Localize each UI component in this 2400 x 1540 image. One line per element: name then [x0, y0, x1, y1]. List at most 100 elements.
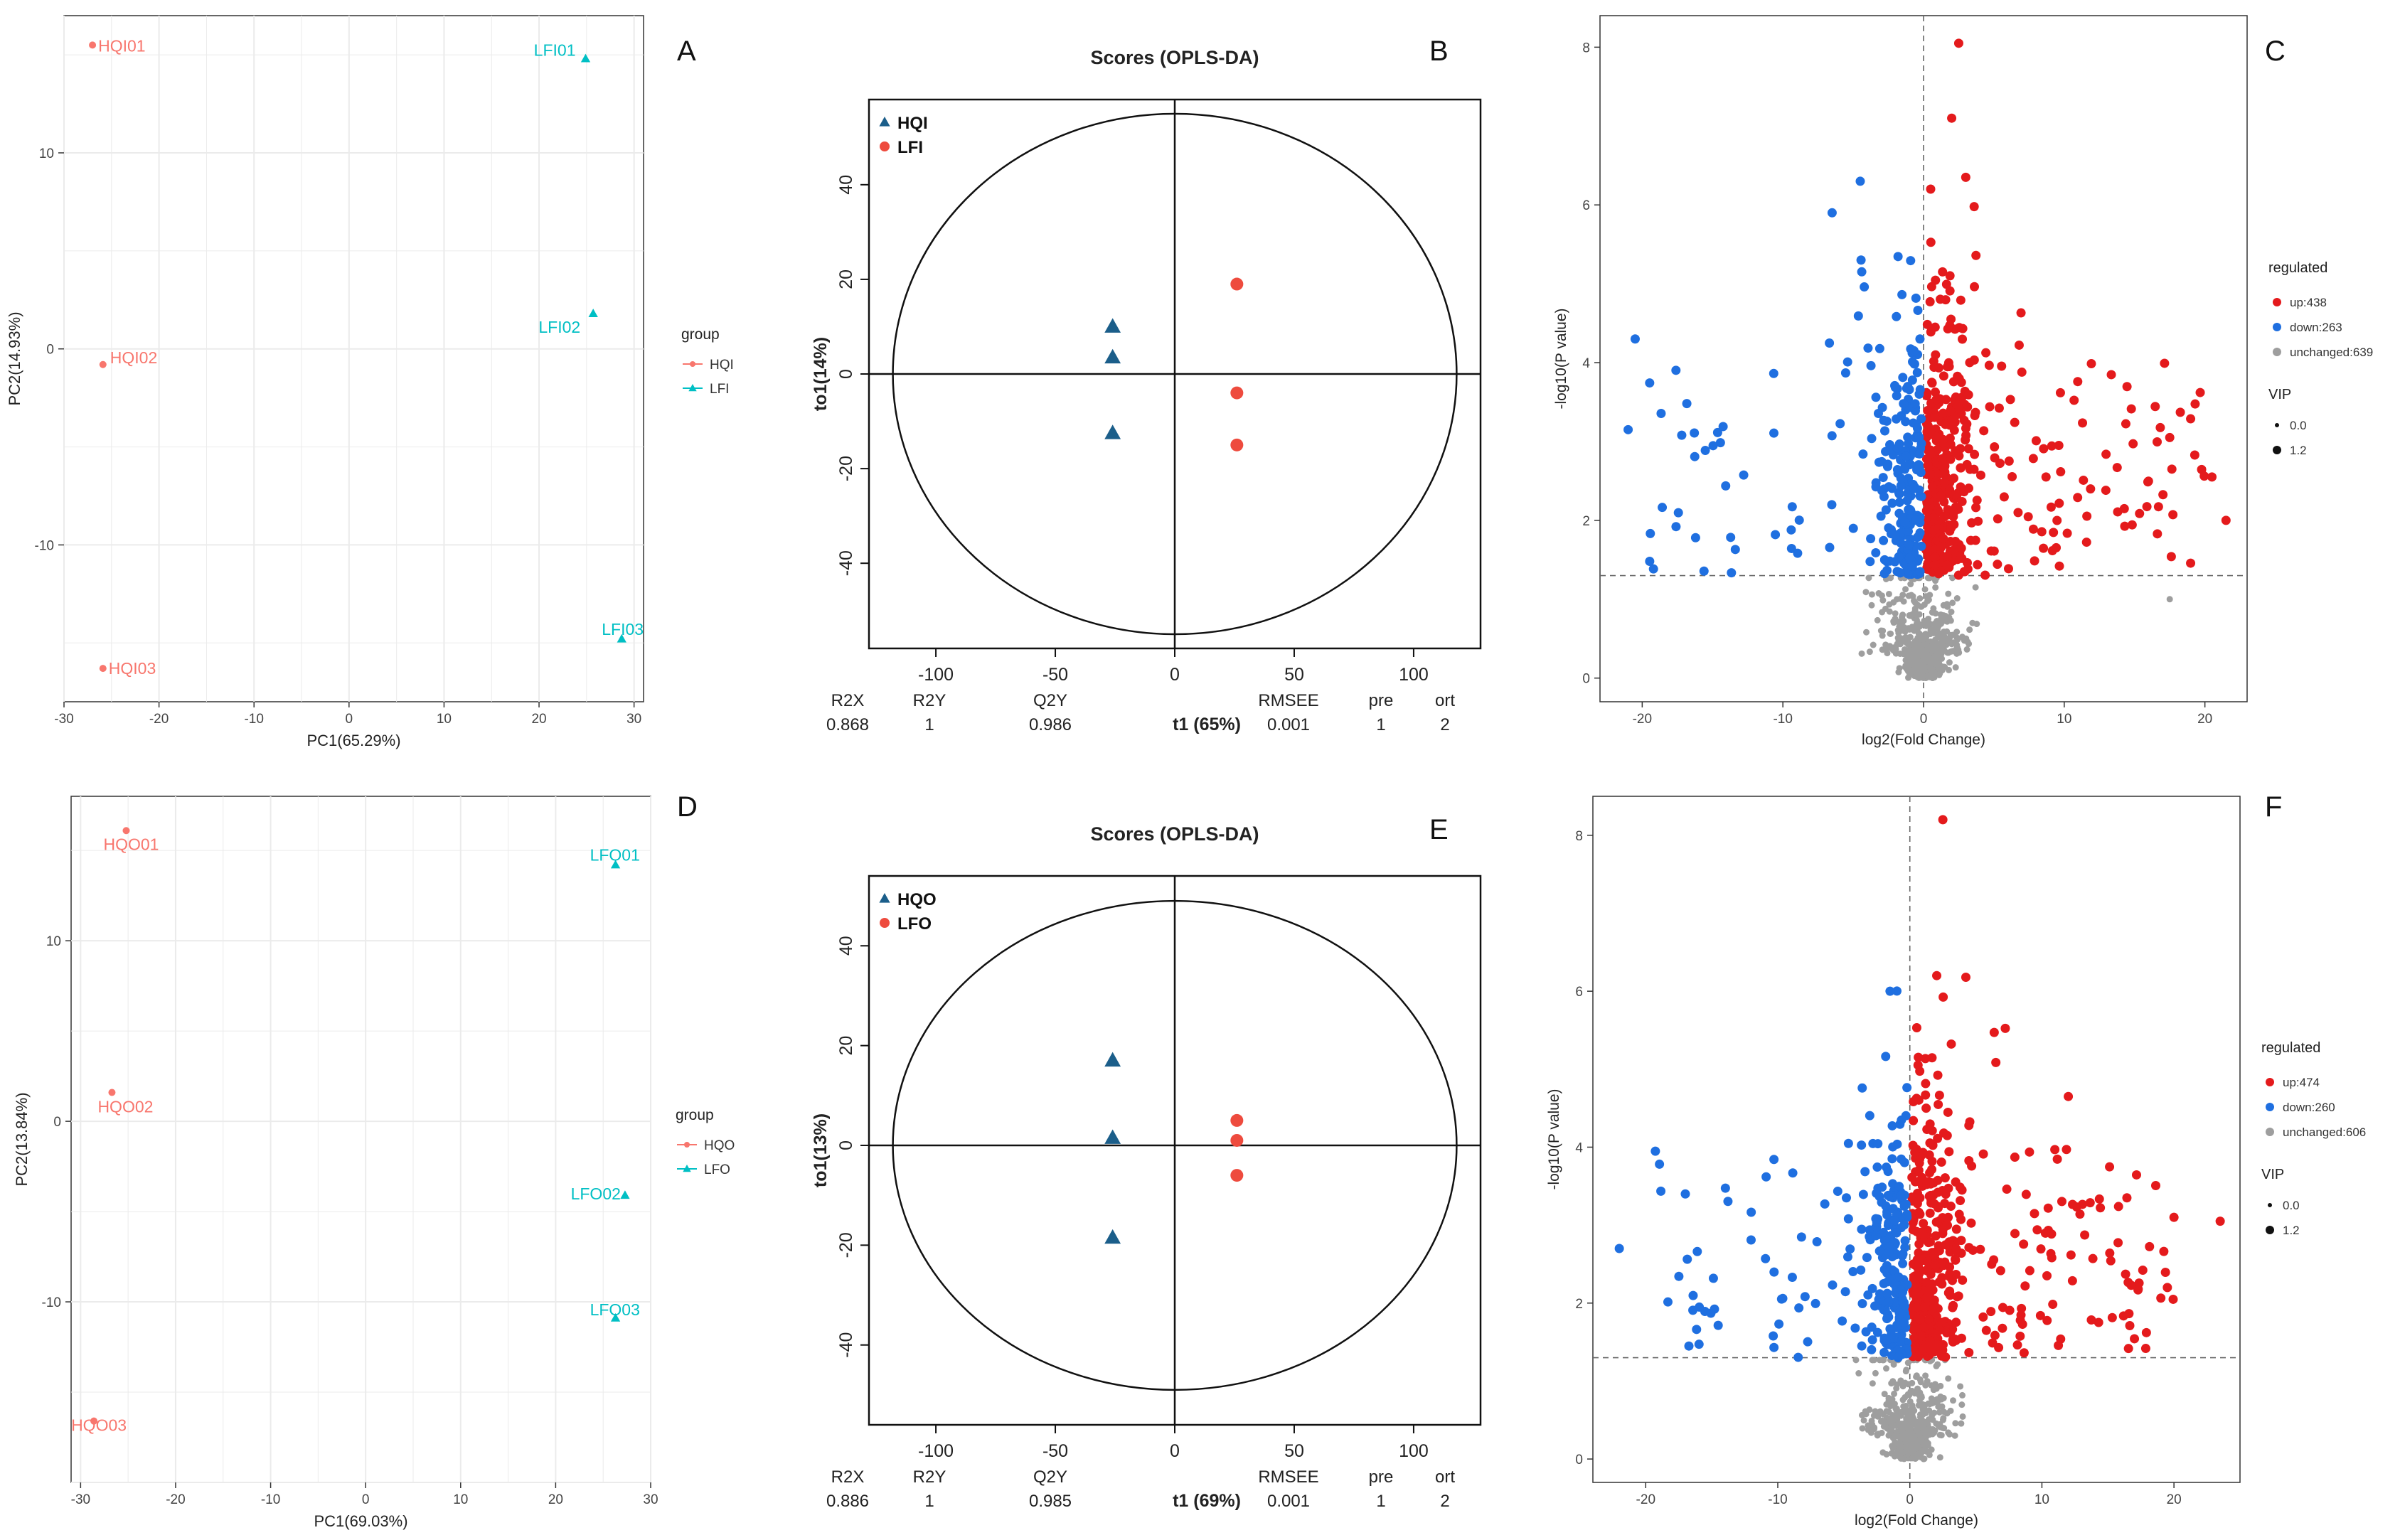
- unchanged-point: [1883, 645, 1890, 652]
- down-point: [1771, 530, 1781, 540]
- unchanged-point: [1925, 574, 1932, 582]
- down-point: [1906, 506, 1916, 515]
- down-point: [1897, 1251, 1907, 1261]
- up-point: [1929, 1251, 1939, 1261]
- down-point: [1803, 1337, 1813, 1347]
- down-point: [1900, 1243, 1910, 1253]
- down-point: [1892, 414, 1902, 424]
- x-tick-label: -100: [918, 1441, 954, 1461]
- down-point: [1911, 541, 1921, 551]
- down-point: [1879, 569, 1889, 579]
- unchanged-point: [1902, 633, 1909, 641]
- down-point: [1909, 483, 1919, 493]
- up-point: [2055, 387, 2065, 397]
- plot-area: [70, 796, 651, 1483]
- y-tick-label: 0: [836, 369, 856, 379]
- down-point: [1769, 368, 1778, 378]
- vip-title: VIP: [2268, 387, 2291, 402]
- down-point: [1861, 1327, 1871, 1337]
- down-point: [1898, 1258, 1908, 1268]
- up-point: [2048, 1300, 2058, 1310]
- data-point: [1104, 318, 1121, 333]
- down-point: [1892, 391, 1902, 401]
- vip-marker: [2266, 1226, 2274, 1234]
- unchanged-point: [1940, 1415, 1947, 1422]
- up-point: [1926, 449, 1936, 459]
- unchanged-point: [1906, 1391, 1913, 1399]
- unchanged-point: [1919, 673, 1926, 680]
- up-point: [1965, 358, 1975, 368]
- up-point: [2036, 1244, 2046, 1254]
- x-axis-label: t1 (69%): [1173, 1491, 1241, 1511]
- legend-label: HQI: [897, 114, 928, 133]
- unchanged-point: [1917, 636, 1924, 643]
- legend-marker: [690, 361, 695, 367]
- down-point: [1694, 1340, 1704, 1349]
- down-point: [1907, 561, 1917, 571]
- up-point: [1954, 405, 1964, 415]
- up-point: [1929, 1199, 1939, 1209]
- volcano-panel-F: -20 -10 0 10 20 0 2 4 6 8 log2(Fold Change) -log10(…: [1546, 796, 2366, 1529]
- unchanged-point: [1926, 1407, 1933, 1414]
- down-point: [1914, 460, 1924, 470]
- up-point: [1908, 1218, 1918, 1228]
- unchanged-point: [1906, 1414, 1914, 1421]
- down-point: [1890, 383, 1900, 392]
- data-point: [617, 633, 626, 643]
- up-point: [2062, 1145, 2071, 1155]
- up-point: [2130, 1334, 2140, 1344]
- down-point: [1713, 1320, 1723, 1330]
- down-point: [1708, 441, 1718, 451]
- up-point: [2003, 564, 2013, 574]
- down-point: [1842, 1193, 1852, 1203]
- up-point: [1970, 535, 1980, 545]
- down-point: [1820, 1199, 1830, 1209]
- down-point: [1899, 399, 1909, 409]
- up-point: [1949, 507, 1959, 517]
- unchanged-point: [1897, 1377, 1904, 1384]
- legend-marker: [2266, 1128, 2274, 1136]
- legend-label: LFO: [897, 914, 932, 934]
- down-point: [1671, 365, 1681, 375]
- up-point: [1970, 449, 1980, 459]
- up-point: [1995, 1266, 2005, 1276]
- up-point: [2113, 1202, 2123, 1212]
- legend-marker: [880, 141, 890, 151]
- up-point: [2052, 515, 2062, 525]
- down-point: [1680, 1189, 1690, 1199]
- x-tick-label: 0: [1920, 712, 1928, 727]
- unchanged-point: [1920, 1424, 1927, 1431]
- legend-marker: [2266, 1103, 2274, 1111]
- down-point: [1835, 419, 1845, 429]
- down-point: [1914, 449, 1924, 459]
- up-point: [2057, 1197, 2066, 1207]
- up-point: [1931, 1302, 1941, 1312]
- up-point: [1914, 1165, 1924, 1175]
- up-point: [1998, 1323, 2007, 1333]
- unchanged-point: [1934, 640, 1941, 647]
- up-point: [2086, 1315, 2096, 1325]
- down-point: [1896, 1192, 1906, 1202]
- up-point: [1945, 271, 1955, 281]
- unchanged-point: [1906, 1398, 1914, 1405]
- unchanged-point: [1865, 1426, 1872, 1433]
- up-point: [2190, 399, 2200, 409]
- up-point: [2094, 1194, 2104, 1204]
- unchanged-point: [1907, 581, 1914, 588]
- up-point: [1942, 551, 1952, 561]
- data-point: [1104, 1129, 1121, 1144]
- up-point: [2064, 1091, 2074, 1101]
- up-point: [2169, 1212, 2179, 1222]
- unchanged-point: [1920, 1440, 1927, 1448]
- down-point: [1786, 525, 1796, 535]
- vip-marker: [2273, 446, 2281, 454]
- up-point: [2162, 1283, 2172, 1293]
- up-point: [2167, 464, 2177, 474]
- unchanged-point: [1936, 631, 1943, 638]
- up-point: [1943, 1288, 1953, 1298]
- up-point: [2186, 414, 2196, 424]
- down-point: [1906, 256, 1916, 266]
- unchanged-point: [1913, 1373, 1920, 1380]
- down-point: [1909, 346, 1919, 355]
- hotelling-ellipse: [892, 112, 1458, 636]
